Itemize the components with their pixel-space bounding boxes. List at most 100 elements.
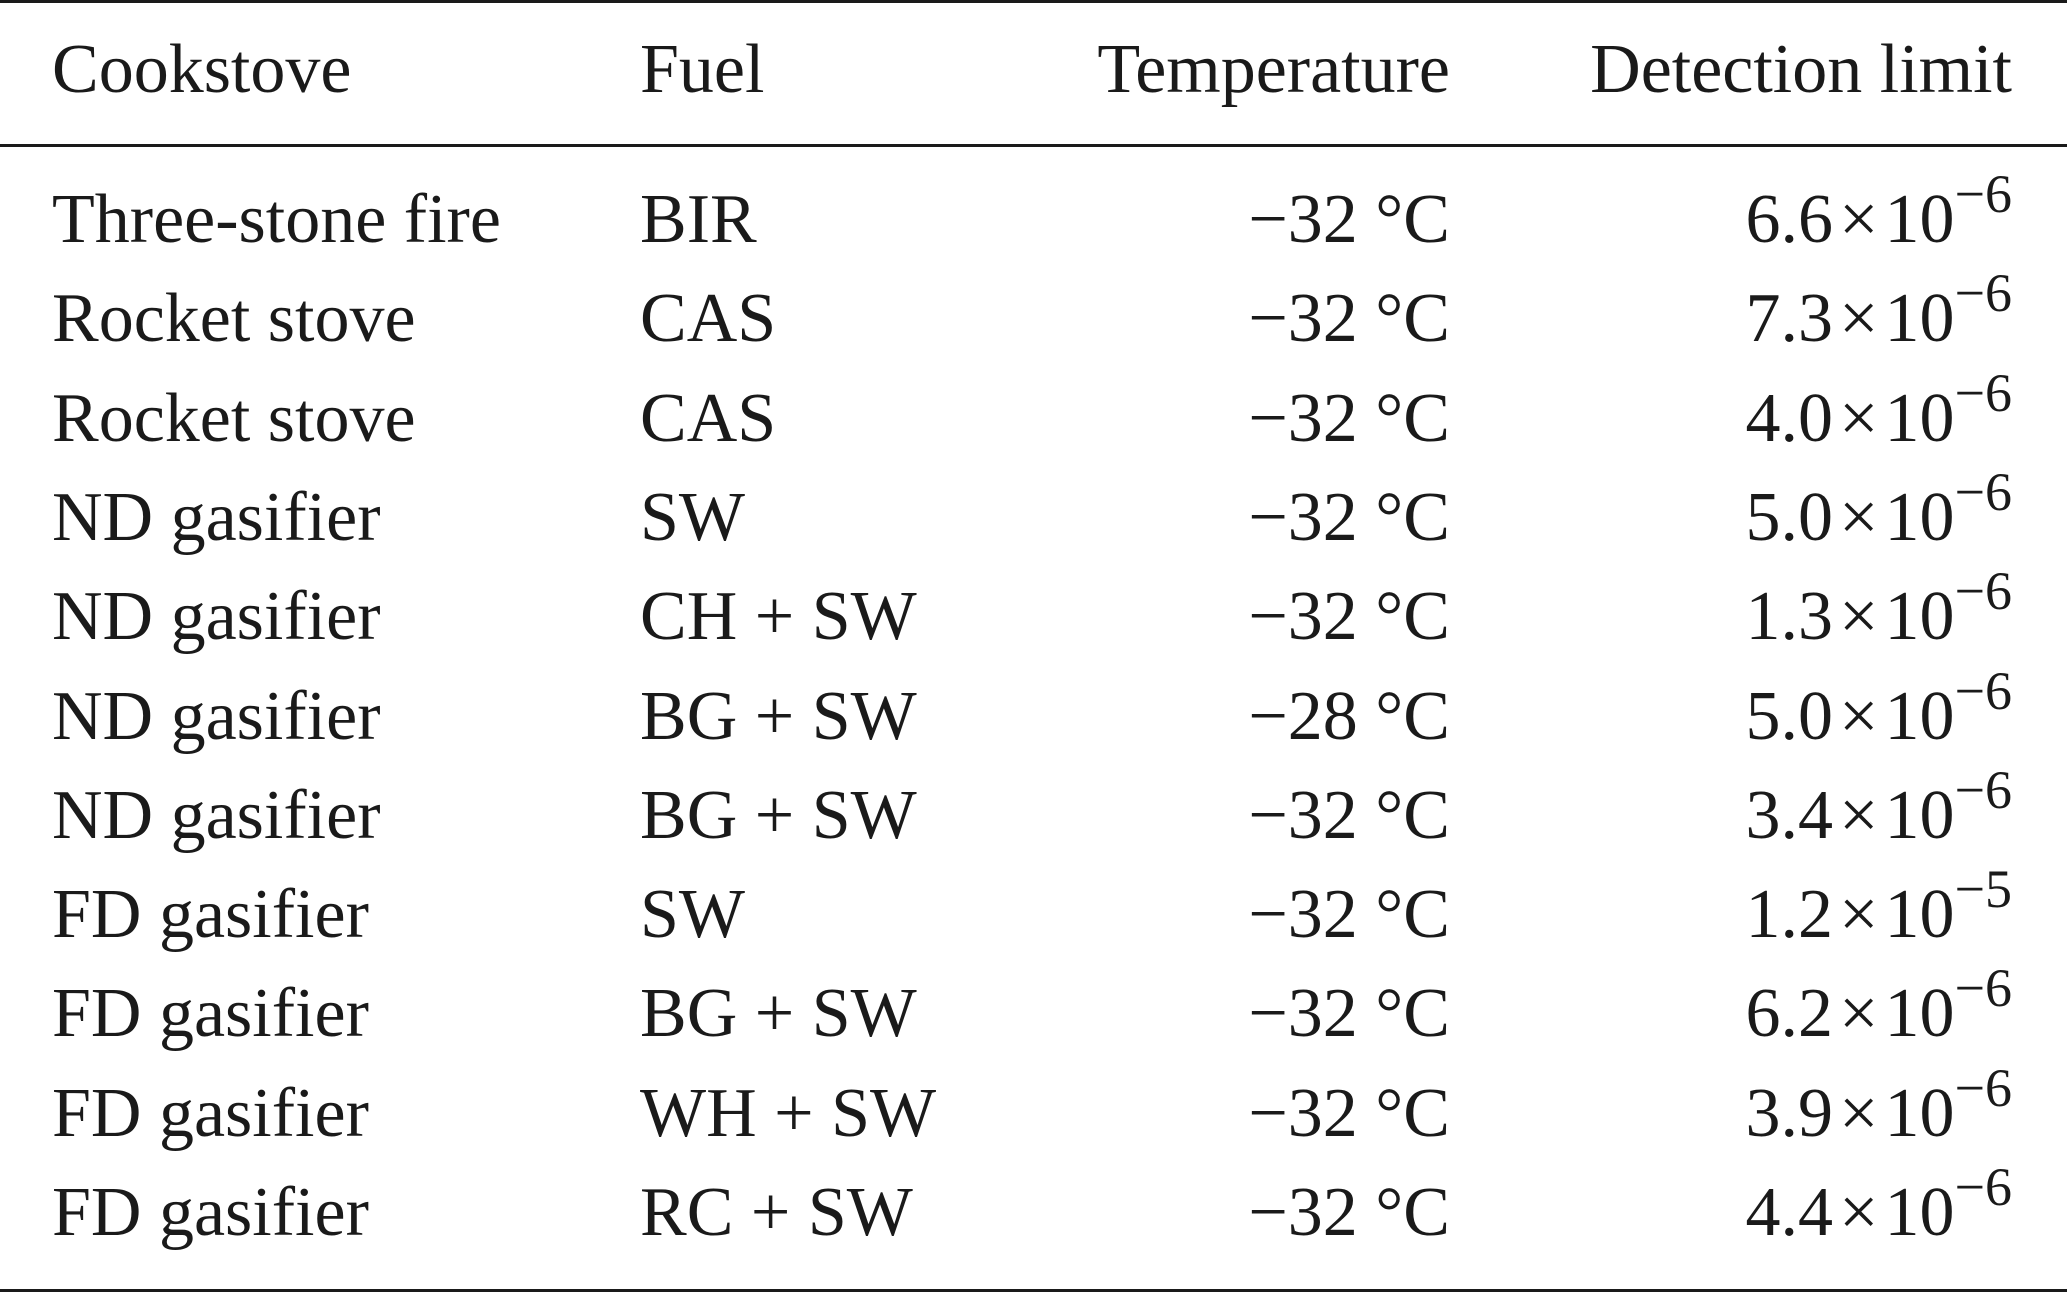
cell-cookstove: FD gasifier [52,975,369,1053]
cell-fuel: CAS [640,379,777,457]
times-sign: × [1839,280,1879,358]
limit-base: 10 [1884,181,1955,258]
cell-temperature: −32 °C [1248,876,1450,954]
cell-detection-limit: 6.2×10−6 [1745,958,2012,1068]
limit-base: 10 [1884,1174,1955,1251]
cell-fuel: RC + SW [640,1174,913,1251]
limit-exponent: −6 [1954,561,2012,622]
table-row: ND gasifier BG + SW −28 °C 5.0×10−6 [0,661,2067,767]
cell-fuel: BG + SW [640,975,917,1053]
table-row: Rocket stove CAS −32 °C 7.3×10−6 [0,263,2067,369]
cell-fuel: BG + SW [640,776,917,854]
limit-exponent: −6 [1954,759,2012,820]
cell-fuel: CAS [640,280,777,358]
limit-base: 10 [1884,677,1955,755]
cell-detection-limit: 4.0×10−6 [1746,363,2012,473]
table-header-rule [0,144,2067,147]
times-sign: × [1839,1074,1879,1152]
times-sign: × [1839,776,1879,854]
cell-fuel: SW [640,478,745,556]
cell-temperature: −32 °C [1248,181,1450,258]
cell-fuel: BG + SW [640,677,917,755]
limit-mantissa: 5.0 [1745,478,1834,556]
times-sign: × [1839,181,1879,258]
limit-exponent: −6 [1954,660,2012,721]
cell-cookstove: FD gasifier [52,1174,369,1251]
times-sign: × [1839,379,1879,457]
table-row: FD gasifier SW −32 °C 1.2×10−5 [0,859,2067,965]
limit-exponent: −5 [1954,859,2012,920]
limit-base: 10 [1884,578,1955,656]
limit-exponent: −6 [1954,958,2012,1019]
times-sign: × [1839,578,1879,656]
cell-detection-limit: 5.0×10−6 [1745,661,2012,771]
cell-detection-limit: 1.3×10−6 [1745,561,2012,671]
table-row: Rocket stove CAS −32 °C 4.0×10−6 [0,363,2067,469]
cell-temperature: −32 °C [1248,1074,1450,1152]
limit-mantissa: 1.3 [1745,578,1834,656]
table-header-row: Cookstove Fuel Temperature Detection lim… [0,20,2067,120]
limit-exponent: −6 [1954,263,2012,324]
cell-temperature: −32 °C [1248,478,1450,556]
times-sign: × [1839,876,1879,954]
times-sign: × [1839,677,1879,755]
limit-mantissa: 1.2 [1745,876,1834,954]
table-row: FD gasifier WH + SW −32 °C 3.9×10−6 [0,1058,2067,1164]
limit-base: 10 [1884,776,1955,854]
cell-detection-limit: 6.6×10−6 [1745,164,2012,274]
table-row: FD gasifier BG + SW −32 °C 6.2×10−6 [0,958,2067,1064]
cell-detection-limit: 3.4×10−6 [1745,760,2012,870]
cell-cookstove: ND gasifier [52,776,381,854]
table-row: FD gasifier RC + SW −32 °C 4.4×10−6 [0,1157,2067,1263]
limit-mantissa: 3.9 [1745,1074,1834,1152]
table-row: ND gasifier SW −32 °C 5.0×10−6 [0,462,2067,568]
limit-mantissa: 3.4 [1745,776,1834,854]
limit-base: 10 [1884,975,1955,1053]
cell-temperature: −32 °C [1248,280,1450,358]
limit-mantissa: 7.3 [1745,280,1834,358]
header-cookstove: Cookstove [52,31,352,108]
cell-temperature: −32 °C [1248,975,1450,1053]
times-sign: × [1839,478,1879,556]
header-temperature: Temperature [1097,31,1450,108]
limit-exponent: −6 [1954,164,2012,224]
limit-exponent: −6 [1954,1057,2012,1118]
limit-mantissa: 6.6 [1745,181,1834,258]
limit-exponent: −6 [1954,1157,2012,1217]
limit-base: 10 [1884,478,1955,556]
cell-detection-limit: 3.9×10−6 [1745,1058,2012,1168]
cell-detection-limit: 5.0×10−6 [1745,462,2012,572]
cell-detection-limit: 1.2×10−5 [1745,859,2012,969]
cell-cookstove: ND gasifier [52,578,381,656]
cell-cookstove: Rocket stove [52,379,416,457]
cell-cookstove: ND gasifier [52,478,381,556]
limit-mantissa: 6.2 [1745,975,1834,1053]
header-fuel: Fuel [640,31,765,108]
table-top-rule [0,0,2067,3]
cell-cookstove: Three-stone fire [52,181,501,258]
limit-exponent: −6 [1954,362,2012,423]
cell-fuel: CH + SW [640,578,917,656]
cell-fuel: SW [640,876,745,954]
limit-exponent: −6 [1954,461,2012,522]
header-detection-limit: Detection limit [1590,31,2012,108]
cell-cookstove: ND gasifier [52,677,381,755]
cell-detection-limit: 4.4×10−6 [1745,1157,2012,1267]
cell-temperature: −28 °C [1248,677,1450,755]
cell-temperature: −32 °C [1248,776,1450,854]
cell-detection-limit: 7.3×10−6 [1745,263,2012,373]
limit-mantissa: 4.4 [1745,1174,1834,1251]
times-sign: × [1839,975,1879,1053]
limit-base: 10 [1884,876,1955,954]
cell-cookstove: Rocket stove [52,280,416,358]
times-sign: × [1839,1174,1879,1251]
cell-fuel: WH + SW [640,1074,937,1152]
cell-temperature: −32 °C [1248,379,1450,457]
limit-base: 10 [1884,379,1955,457]
cell-fuel: BIR [640,181,757,258]
cell-temperature: −32 °C [1248,1174,1450,1251]
cell-temperature: −32 °C [1248,578,1450,656]
limit-mantissa: 5.0 [1745,677,1834,755]
table-row: ND gasifier CH + SW −32 °C 1.3×10−6 [0,561,2067,667]
